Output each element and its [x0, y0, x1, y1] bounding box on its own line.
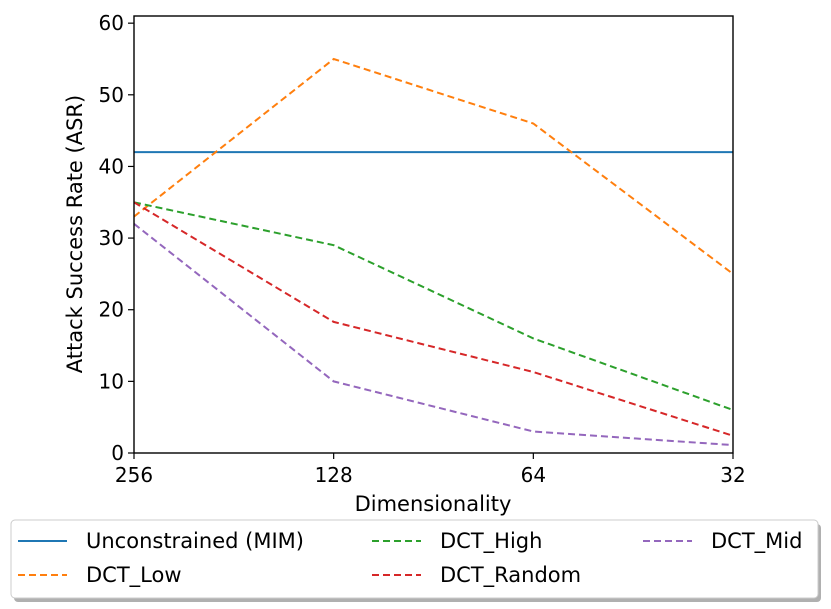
plot-series-group [133, 57, 734, 447]
series-line-dct-low [133, 57, 734, 275]
x-tick-label: 256 [115, 463, 153, 487]
plot-frame [133, 15, 734, 454]
y-axis: 0 10 20 30 40 50 60 [99, 11, 134, 465]
legend-label-unconstrained-mim: Unconstrained (MIM) [86, 529, 304, 553]
y-tick-label: 20 [99, 298, 124, 322]
y-tick-label: 10 [99, 369, 124, 393]
x-axis-label: Dimensionality [355, 492, 512, 516]
legend-label-dct-low: DCT_Low [86, 563, 182, 588]
x-axis: 256 128 64 32 [115, 453, 746, 487]
legend-label-dct-high: DCT_High [440, 529, 542, 554]
y-tick-label: 0 [111, 441, 124, 465]
y-tick-label: 30 [99, 226, 124, 250]
y-tick-label: 40 [99, 154, 124, 178]
y-tick-label: 60 [99, 11, 124, 35]
series-line-dct-high [133, 201, 734, 411]
series-line-dct-mid [133, 223, 734, 447]
legend: Unconstrained (MIM) DCT_Low DCT_High DCT_Ra… [10, 519, 821, 602]
y-axis-label: Attack Success Rate (ASR) [63, 95, 87, 373]
x-tick-label: 128 [315, 463, 353, 487]
x-tick-label: 32 [720, 463, 745, 487]
y-tick-label: 50 [99, 83, 124, 107]
legend-label-dct-mid: DCT_Mid [711, 529, 802, 554]
legend-box [10, 519, 819, 599]
series-line-dct-random [133, 201, 734, 437]
x-tick-label: 64 [521, 463, 546, 487]
legend-label-dct-random: DCT_Random [440, 563, 581, 588]
